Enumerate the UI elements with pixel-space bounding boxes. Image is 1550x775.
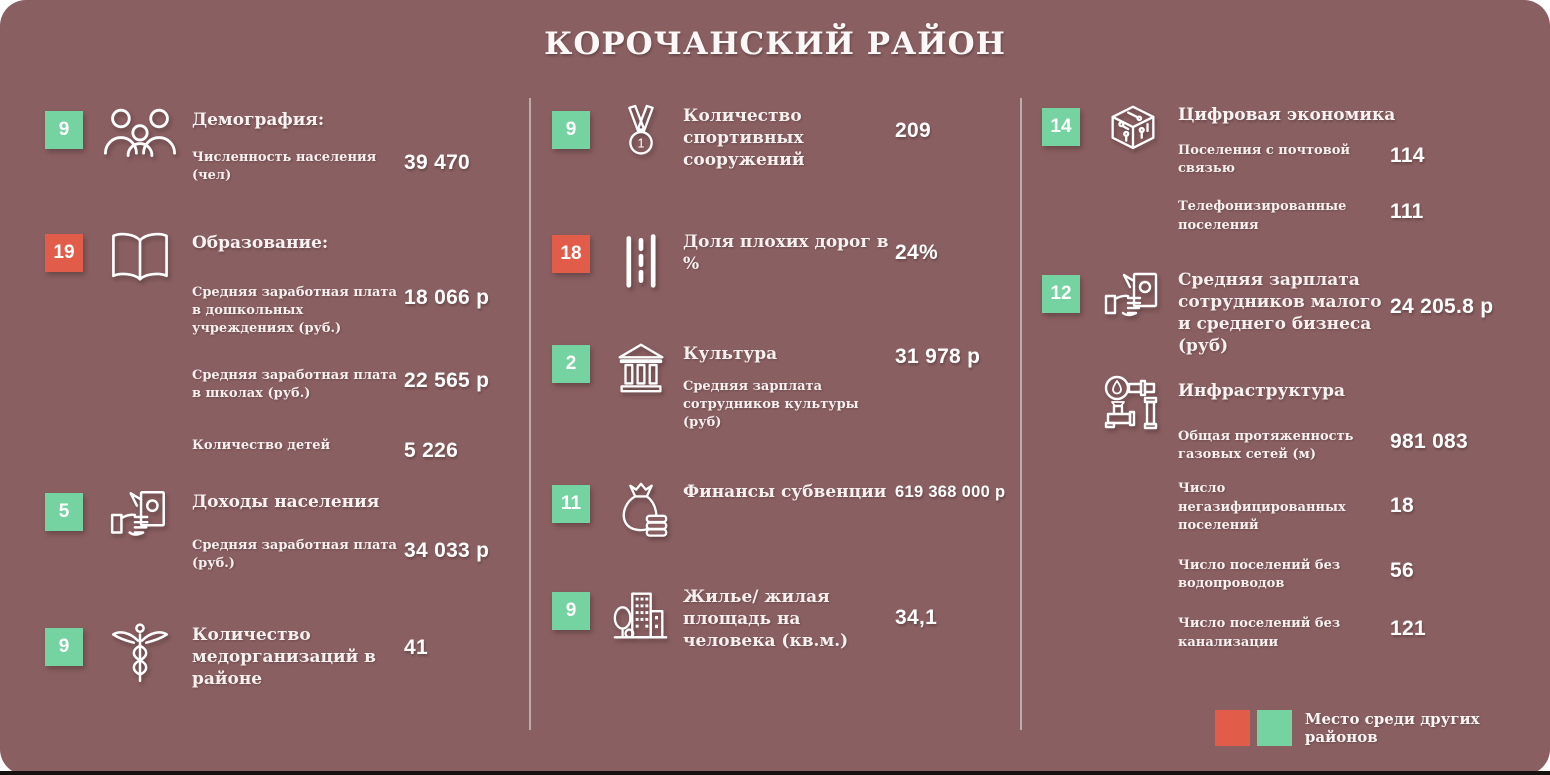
- column-middle: 9 1 Количество спортивных сооружений 209…: [552, 95, 1020, 745]
- metric-value: 24 205.8 р: [1390, 295, 1494, 318]
- metric-block-culture: 2 Культура 31 978 р Средняя зарплата с: [552, 337, 1020, 433]
- metric-label: Средняя зарплата сотрудников малого и ср…: [1178, 270, 1382, 357]
- column-divider: [529, 98, 531, 730]
- metric-value: 24%: [895, 241, 938, 264]
- metric-label: Количество медорганизаций в районе: [192, 625, 376, 690]
- legend-green-square: [1256, 710, 1292, 746]
- section-title: Цифровая экономика: [1178, 105, 1396, 125]
- metric-label: Количество детей: [192, 438, 331, 454]
- open-book-icon: [87, 226, 192, 462]
- metric-value: 41: [404, 636, 428, 659]
- road-icon: [598, 227, 683, 293]
- rank-badge: 9: [45, 111, 83, 149]
- column-left: 9 Демография: Численность населения (чел…: [45, 95, 531, 745]
- metric-block-sport: 9 1 Количество спортивных сооружений 209: [552, 103, 1020, 171]
- bottom-edge: [0, 771, 1550, 775]
- caduceus-icon: [87, 620, 192, 690]
- metric-label: Средняя заработная плата в школах (руб.): [192, 367, 397, 401]
- metric-value: 34,1: [895, 606, 938, 629]
- legend-label: Место среди других районов: [1304, 710, 1480, 746]
- building-tree-icon: [598, 584, 683, 652]
- family-icon: [87, 103, 192, 185]
- rank-badge: 19: [45, 234, 83, 272]
- metric-label: Поселения с почтовой связью: [1178, 143, 1351, 177]
- metric-label: Число поселений без водопроводов: [1178, 558, 1341, 592]
- metric-block-infrastructure: Инфраструктура Общая протяженность газов…: [1042, 372, 1520, 652]
- metric-value: 18: [1390, 494, 1414, 518]
- metric-block-finance: 11 Финансы субвенции 619 368 000 р: [552, 477, 1020, 541]
- rank-badge: 9: [45, 628, 83, 666]
- metric-value: 56: [1390, 559, 1414, 583]
- metric-label: Число негазифицированных поселений: [1178, 481, 1346, 533]
- metric-label: Финансы субвенции: [683, 482, 887, 502]
- money-hand-icon: [1088, 267, 1178, 357]
- legend-red-square: [1215, 710, 1250, 746]
- legend: Место среди других районов: [1215, 710, 1550, 746]
- rank-badge: 5: [45, 493, 83, 531]
- metric-value: 114: [1390, 144, 1425, 168]
- metric-block-digital-economy: 14 Цифровая экономика Поселения с почтов…: [1042, 100, 1520, 235]
- rank-badge: 11: [552, 485, 590, 523]
- bank-icon: [598, 337, 683, 433]
- metric-block-housing: 9: [552, 584, 1020, 652]
- money-hand-icon: [87, 485, 192, 573]
- metric-label: Доля плохих дорог в %: [683, 232, 889, 275]
- circuit-cube-icon: [1088, 100, 1178, 235]
- metric-value: 39 470: [404, 151, 471, 175]
- rank-badge: 9: [552, 592, 590, 630]
- rank-badge: 18: [552, 235, 590, 273]
- section-title: Образование:: [192, 233, 329, 253]
- metric-label: Общая протяженность газовых сетей (м): [1178, 429, 1354, 463]
- page-title: КОРОЧАНСКИЙ РАЙОН: [544, 26, 1006, 62]
- section-title: Культура: [683, 344, 778, 364]
- section-title: Демография:: [192, 110, 325, 130]
- rank-badge: 12: [1042, 275, 1080, 313]
- metric-block-demography: 9 Демография: Численность населения (чел…: [45, 103, 531, 185]
- metric-label: Средняя зарплата сотрудников культуры (р…: [683, 379, 859, 431]
- metric-label: Количество спортивных сооружений: [683, 106, 805, 171]
- metric-value: 111: [1390, 200, 1424, 224]
- metric-value: 209: [895, 119, 931, 142]
- svg-text:1: 1: [637, 137, 644, 151]
- metric-block-incomes: 5 Доходы населения Средняя заработная пл…: [45, 485, 531, 573]
- metric-value: 121: [1390, 617, 1426, 641]
- medal-icon: 1: [598, 103, 683, 171]
- metric-value: 5 226: [404, 439, 459, 463]
- metric-block-business-salary: 12 Средняя зарплата сотрудников малого и…: [1042, 267, 1520, 357]
- rank-badge: 9: [552, 111, 590, 149]
- metric-label: Средняя заработная плата в дошкольных уч…: [192, 285, 397, 337]
- metric-block-roads: 18 Доля плохих дорог в % 24%: [552, 227, 1020, 293]
- metric-label: Средняя заработная плата (руб.): [192, 538, 397, 572]
- pipes-icon: [1088, 372, 1178, 652]
- metric-value: 18 066 р: [404, 286, 490, 310]
- rank-badge: 2: [552, 345, 590, 383]
- metric-label: Численность населения (чел): [192, 150, 377, 184]
- metric-block-education: 19 Образование: Средняя заработная плата…: [45, 226, 531, 462]
- metric-label: Число поселений без канализации: [1178, 616, 1341, 650]
- metric-value: 981 083: [1390, 430, 1469, 454]
- money-bag-icon: [598, 477, 683, 541]
- rank-badge: 14: [1042, 108, 1080, 146]
- column-right: 14 Цифровая экономика Поселения с почтов…: [1042, 95, 1520, 745]
- metric-value: 22 565 р: [404, 368, 490, 392]
- section-title: Инфраструктура: [1178, 381, 1345, 401]
- metric-label: Жилье/ жилая площадь на человека (кв.м.): [683, 587, 849, 652]
- metric-value: 619 368 000 р: [895, 483, 1006, 501]
- metric-block-medical: 9 Количество медорганизаций в районе 41: [45, 620, 531, 690]
- column-divider: [1020, 98, 1022, 730]
- metric-value: 34 033 р: [404, 539, 490, 563]
- metric-value: 31 978 р: [895, 345, 981, 368]
- metric-label: Телефонизированные поселения: [1178, 199, 1347, 233]
- section-title: Доходы населения: [192, 492, 380, 512]
